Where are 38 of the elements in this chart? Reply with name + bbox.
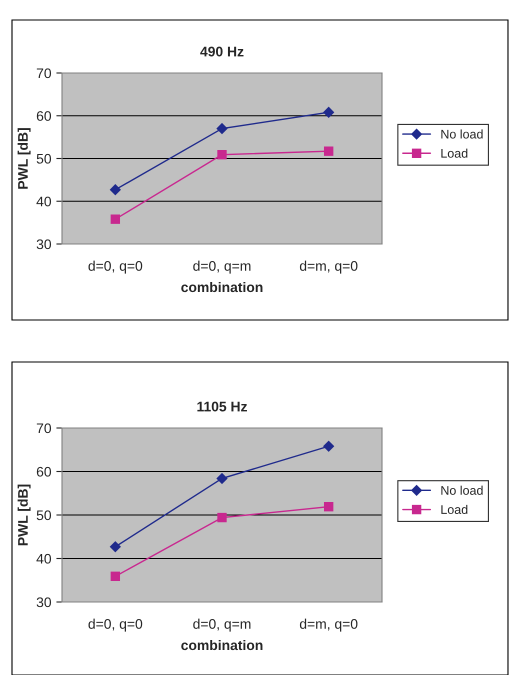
y-tick-label: 40 — [36, 196, 52, 206]
point — [110, 572, 120, 582]
x-tick-label: d=0, q=m — [193, 618, 250, 632]
point — [323, 106, 334, 118]
legend-label: No load — [441, 129, 483, 139]
point — [323, 440, 334, 452]
y-axis-title: PWL [dB] — [18, 128, 31, 189]
x-axis-title: combination — [181, 282, 262, 292]
point — [110, 184, 121, 196]
legend-label: Load — [441, 504, 468, 514]
x-tick-label: d=0, q=m — [193, 260, 250, 274]
point — [110, 214, 120, 224]
legend-label: Load — [441, 148, 468, 158]
point — [324, 502, 334, 512]
point — [217, 150, 227, 160]
x-tick-label: d=m, q=0 — [300, 260, 358, 274]
point — [217, 512, 227, 522]
y-tick-label: 40 — [36, 554, 52, 564]
y-tick-label: 30 — [36, 239, 52, 250]
point — [110, 541, 121, 552]
y-tick-label: 50 — [36, 510, 52, 520]
point — [216, 473, 228, 484]
x-axis-title: combination — [181, 640, 262, 650]
y-axis-title: PWL [dB] — [18, 484, 31, 546]
x-tick-label: d=m, q=0 — [300, 618, 358, 632]
y-tick-label: 50 — [36, 154, 52, 164]
y-tick-label: 70 — [36, 423, 52, 434]
chart-title: 1105 Hz — [197, 402, 247, 412]
chart-title: 490 Hz — [200, 46, 244, 56]
legend-label: No load — [441, 486, 483, 495]
point — [324, 146, 334, 156]
x-tick-label: d=0, q=0 — [88, 618, 142, 632]
y-tick-label: 70 — [36, 68, 52, 78]
y-tick-label: 30 — [36, 597, 52, 608]
y-tick-label: 60 — [36, 111, 52, 121]
y-tick-label: 60 — [36, 466, 52, 477]
point — [216, 123, 228, 134]
x-tick-label: d=0, q=0 — [88, 260, 142, 274]
